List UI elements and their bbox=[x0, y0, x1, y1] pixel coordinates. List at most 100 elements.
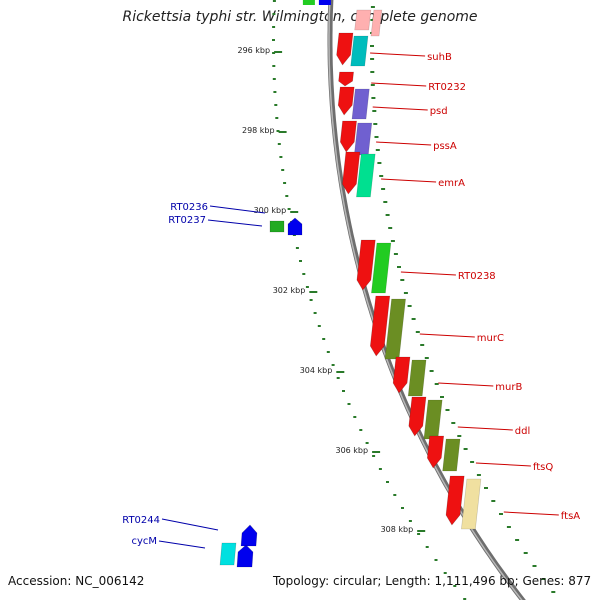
outer-track-dot bbox=[470, 461, 475, 463]
gene-arrow-cycM bbox=[240, 524, 258, 547]
outer-track-dot bbox=[420, 344, 425, 346]
outer-track-dot bbox=[374, 136, 379, 138]
inner-track-dot bbox=[378, 468, 382, 470]
inner-track-dot bbox=[353, 416, 357, 418]
ruler-tick bbox=[336, 371, 345, 373]
gene-label-emrA: emrA bbox=[438, 178, 465, 189]
gene-leader-line bbox=[457, 426, 513, 431]
gene-leader-line bbox=[475, 462, 531, 467]
gene-label-ftsQ: ftsQ bbox=[533, 462, 553, 473]
inner-track-dot bbox=[272, 39, 275, 41]
outer-track-dot bbox=[499, 513, 503, 515]
outer-track-dot bbox=[440, 396, 444, 398]
outer-track-dot bbox=[403, 292, 408, 294]
inner-track-dot bbox=[305, 286, 309, 288]
gene-leader-line bbox=[376, 141, 432, 146]
outer-track-dot bbox=[515, 539, 520, 541]
inner-track-dot bbox=[279, 156, 283, 158]
genes-layer bbox=[219, 0, 482, 568]
gene-leader-line bbox=[158, 540, 206, 549]
outer-track-dot bbox=[370, 84, 375, 86]
gene-leader-line bbox=[503, 511, 559, 516]
ruler-tick bbox=[278, 131, 287, 133]
inner-track-dot bbox=[342, 390, 345, 392]
cog-box-psd bbox=[351, 88, 370, 120]
gene-arrow-suhB bbox=[336, 32, 354, 66]
outer-track-dot bbox=[372, 110, 377, 112]
gene-leader-line bbox=[438, 382, 494, 387]
ruler-tick-label: 300 kbp bbox=[254, 206, 287, 215]
ruler-tick-label: 306 kbp bbox=[335, 446, 368, 455]
inner-track-dot bbox=[317, 325, 321, 327]
outer-track-dot bbox=[371, 97, 376, 99]
gene-arrow-ftsA bbox=[445, 475, 465, 526]
gene-label-cycM: cycM bbox=[131, 536, 157, 547]
outer-track-dot bbox=[400, 279, 405, 281]
inner-track-dot bbox=[272, 65, 276, 67]
cog-box-emrA bbox=[356, 153, 376, 198]
outer-track-dot bbox=[484, 487, 488, 489]
inner-track-dot bbox=[386, 481, 389, 483]
inner-track-dot bbox=[309, 299, 313, 301]
inner-track-dot bbox=[336, 377, 340, 379]
outer-track-dot bbox=[370, 45, 374, 47]
outer-track-dot bbox=[424, 357, 429, 359]
map-title: Rickettsia typhi str. Wilmington, comple… bbox=[122, 9, 478, 25]
gene-label-RT0238: RT0238 bbox=[458, 271, 496, 282]
inner-track-dot bbox=[287, 208, 291, 210]
gene-label-RT0237: RT0237 bbox=[168, 215, 206, 226]
inner-track-dot bbox=[401, 507, 404, 509]
outer-track-dot bbox=[541, 578, 546, 580]
gene-label-murB: murB bbox=[495, 382, 522, 393]
tick-dots-layer bbox=[272, 0, 556, 600]
gene-top-fragment-green bbox=[302, 0, 315, 5]
ruler-tick-label: 302 kbp bbox=[273, 286, 306, 295]
outer-track-dot bbox=[429, 370, 434, 372]
gene-block-RT0244 bbox=[219, 542, 237, 566]
inner-track-dot bbox=[272, 26, 276, 28]
inner-track-dot bbox=[434, 559, 438, 561]
gene-top-fragment-blue bbox=[318, 0, 331, 5]
gene-arrow-murB bbox=[392, 356, 411, 394]
ruler-tick bbox=[290, 211, 299, 213]
inner-track-dot bbox=[272, 0, 276, 2]
inner-track-dot bbox=[393, 494, 397, 496]
gene-arrow-psd bbox=[337, 86, 355, 116]
outer-track-dot bbox=[451, 422, 456, 424]
ruler-layer: 296 kbp 298 kbp 300 kbp 302 kbp 304 kbp 306 k… bbox=[237, 46, 426, 534]
gene-label-suhB: suhB bbox=[427, 52, 452, 63]
inner-track-dot bbox=[299, 260, 302, 262]
cog-box-pssA bbox=[353, 122, 373, 156]
outer-track-dot bbox=[445, 409, 450, 411]
outer-track-dot bbox=[551, 591, 556, 593]
genome-summary-text: Topology: circular; Length: 1,111,496 bp… bbox=[273, 574, 592, 588]
outer-track-dot bbox=[385, 214, 390, 216]
inner-track-dot bbox=[463, 598, 467, 600]
outer-track-dot bbox=[370, 71, 375, 73]
gene-arrow-emrA bbox=[342, 151, 361, 195]
outer-track-dot bbox=[523, 552, 528, 554]
gene-arrow-murC bbox=[369, 295, 391, 357]
inner-track-dot bbox=[283, 182, 287, 184]
outer-track-dot bbox=[390, 240, 395, 242]
inner-track-dot bbox=[322, 338, 326, 340]
gene-block-RT0236 bbox=[269, 220, 285, 233]
gene-leader-line bbox=[370, 52, 426, 57]
gene-leader-line bbox=[419, 333, 475, 338]
ruler-tick bbox=[274, 51, 283, 53]
inner-track-dot bbox=[425, 546, 429, 548]
cog-box-ftsQ bbox=[442, 438, 461, 472]
inner-track-dot bbox=[347, 403, 351, 405]
outer-track-dot bbox=[375, 149, 380, 151]
gene-arrow-pssA bbox=[339, 120, 357, 153]
inner-track-dot bbox=[272, 78, 276, 80]
outer-track-dot bbox=[393, 253, 398, 255]
gene-arrow-RT0237 bbox=[287, 217, 303, 236]
cog-box-ddl bbox=[423, 399, 443, 440]
outer-track-dot bbox=[377, 162, 382, 164]
inner-track-dot bbox=[302, 273, 306, 275]
outer-track-dot bbox=[379, 175, 384, 177]
ruler-tick bbox=[417, 530, 426, 532]
inner-track-dot bbox=[326, 351, 330, 353]
